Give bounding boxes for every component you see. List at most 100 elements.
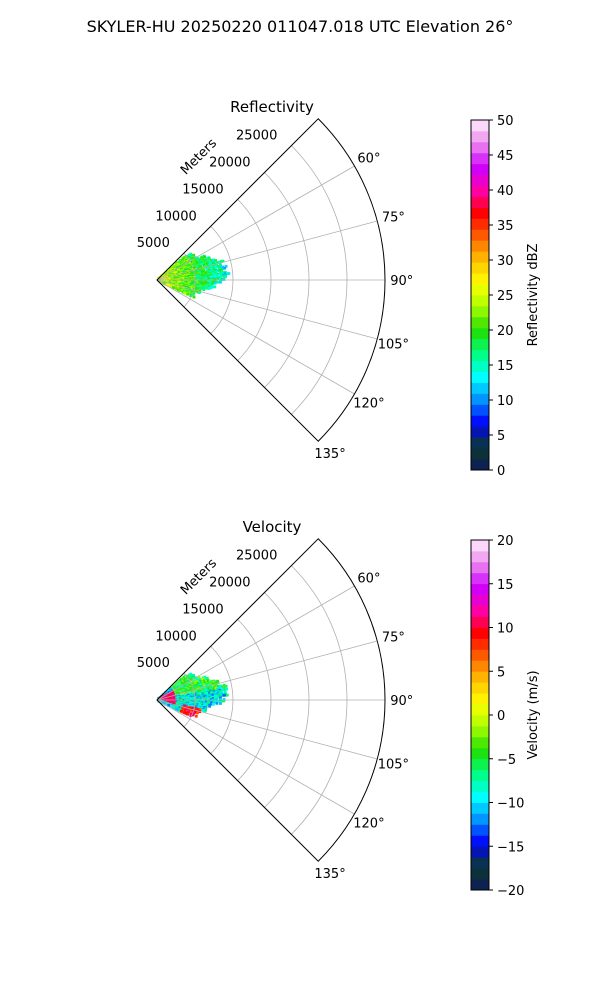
refl-colorbar-band [471, 459, 489, 471]
vel-echo-gate [194, 714, 198, 718]
vel-echo-gate [213, 700, 217, 704]
vel-echo-gate [179, 709, 183, 713]
vel-echo-gate [178, 709, 182, 712]
vel-echo-gate [195, 684, 199, 688]
vel-echo-gate [184, 680, 187, 684]
refl-echo-gate [207, 287, 211, 290]
refl-echo-gate [192, 295, 196, 299]
vel-colorbar-band [471, 605, 489, 617]
figure-suptitle: SKYLER-HU 20250220 011047.018 UTC Elevat… [87, 17, 514, 36]
refl-echo-gate [217, 280, 221, 284]
vel-echo-gate [167, 704, 170, 707]
refl-echo-gate [183, 271, 187, 275]
refl-colorbar-band [471, 130, 489, 143]
refl-azimuth-spoke [156, 279, 378, 340]
refl-echo-gate [199, 271, 203, 275]
refl-echo-gate [212, 281, 215, 285]
refl-echo-gate [207, 261, 211, 265]
vel-colorbar-band [471, 725, 489, 738]
refl-colorbar-tick-label: 15 [497, 359, 514, 374]
vel-echo-gate [222, 683, 226, 687]
vel-echo-gate [210, 680, 214, 683]
refl-echo-gate [216, 261, 220, 264]
refl-colorbar-band [471, 174, 489, 187]
refl-echo-gate [188, 269, 191, 273]
refl-echo-gate [212, 268, 216, 272]
refl-echo-gate [218, 260, 222, 264]
refl-echo-gate [189, 277, 193, 281]
refl-echo-gate [191, 287, 195, 291]
vel-colorbar-band [471, 682, 489, 694]
vel-colorbar-band [471, 736, 489, 749]
refl-echo-gate [196, 290, 200, 294]
refl-echo-gate [202, 272, 206, 276]
vel-echo-gate [225, 693, 229, 697]
vel-colorbar-tick-label: 10 [497, 622, 514, 637]
refl-colorbar-band [471, 207, 489, 219]
refl-colorbar-band [471, 437, 489, 449]
vel-colorbar-band [471, 747, 489, 760]
refl-colorbar-band [471, 251, 489, 263]
vel-echo-gate [182, 681, 186, 685]
refl-colorbar-band [471, 316, 489, 329]
vel-echo-gate [186, 712, 189, 716]
vel-echo-gate [202, 687, 205, 691]
vel-echo-gate [203, 709, 207, 713]
vel-echo-gate [215, 690, 218, 694]
vel-angle-tick-label: 60° [357, 572, 380, 587]
vel-echo-gate [200, 682, 204, 686]
refl-colorbar-band [471, 240, 489, 252]
vel-echo-gate [184, 696, 187, 699]
vel-echo-gate [192, 700, 196, 704]
refl-echo-gate [206, 277, 210, 280]
vel-echo-gate [204, 677, 208, 681]
vel-echo-gate [219, 684, 223, 688]
refl-colorbar-band [471, 196, 489, 208]
refl-echo-gate [213, 281, 217, 285]
refl-colorbar-tick-label: 5 [497, 429, 505, 444]
refl-azimuth-spoke [156, 279, 355, 395]
vel-echo-gate [202, 709, 205, 712]
vel-echo-gate [215, 701, 219, 705]
refl-echo-gate [217, 276, 221, 280]
refl-echo-gate [212, 259, 216, 263]
vel-colorbar: −20 −15 −10 −5 0 5 10 15 20 Velocity (m/s) [470, 534, 541, 899]
vel-echo-gate [217, 695, 220, 699]
refl-echo-gate [223, 270, 227, 274]
vel-colorbar-band [471, 758, 489, 771]
vel-echo-gate [199, 700, 203, 703]
refl-echo-gate [165, 283, 169, 286]
vel-colorbar-band [471, 660, 489, 672]
vel-echo-gate [183, 711, 186, 715]
refl-echo-gate [198, 291, 201, 294]
vel-echo-gate [223, 685, 226, 689]
refl-echo-gate [222, 275, 226, 279]
refl-echo-gate [181, 290, 185, 294]
refl-colorbar-band [471, 415, 489, 427]
vel-echo-gate [219, 696, 222, 700]
refl-echo-gate [215, 273, 219, 276]
refl-echo-gate [192, 261, 196, 264]
vel-echo-gate [216, 691, 220, 695]
vel-echo-gate [200, 707, 204, 711]
vel-echo-gate [190, 712, 193, 716]
refl-echo-gate [191, 277, 194, 281]
refl-colorbar-tick-label: 50 [497, 114, 514, 129]
refl-radial-tick-label: 10000 [155, 209, 196, 224]
refl-angle-tick-label: 105° [378, 337, 409, 352]
refl-colorbar-band [471, 305, 489, 318]
vel-angle-tick-label: 120° [353, 816, 384, 831]
refl-sector-frame [156, 118, 386, 442]
vel-echo-gate [185, 692, 188, 695]
vel-azimuth-spoke [156, 699, 355, 815]
vel-echo-gate [170, 705, 174, 708]
refl-angle-tick-label: 135° [314, 447, 345, 462]
vel-echo-gate [192, 687, 196, 690]
vel-echo-gate [189, 695, 192, 699]
refl-angle-tick-label: 60° [357, 152, 380, 167]
refl-echo-gate [209, 270, 213, 273]
refl-echo-gate [222, 278, 226, 281]
refl-echo-gate [194, 280, 198, 283]
refl-echo-gate [197, 283, 201, 287]
vel-echo-gate [175, 707, 178, 711]
